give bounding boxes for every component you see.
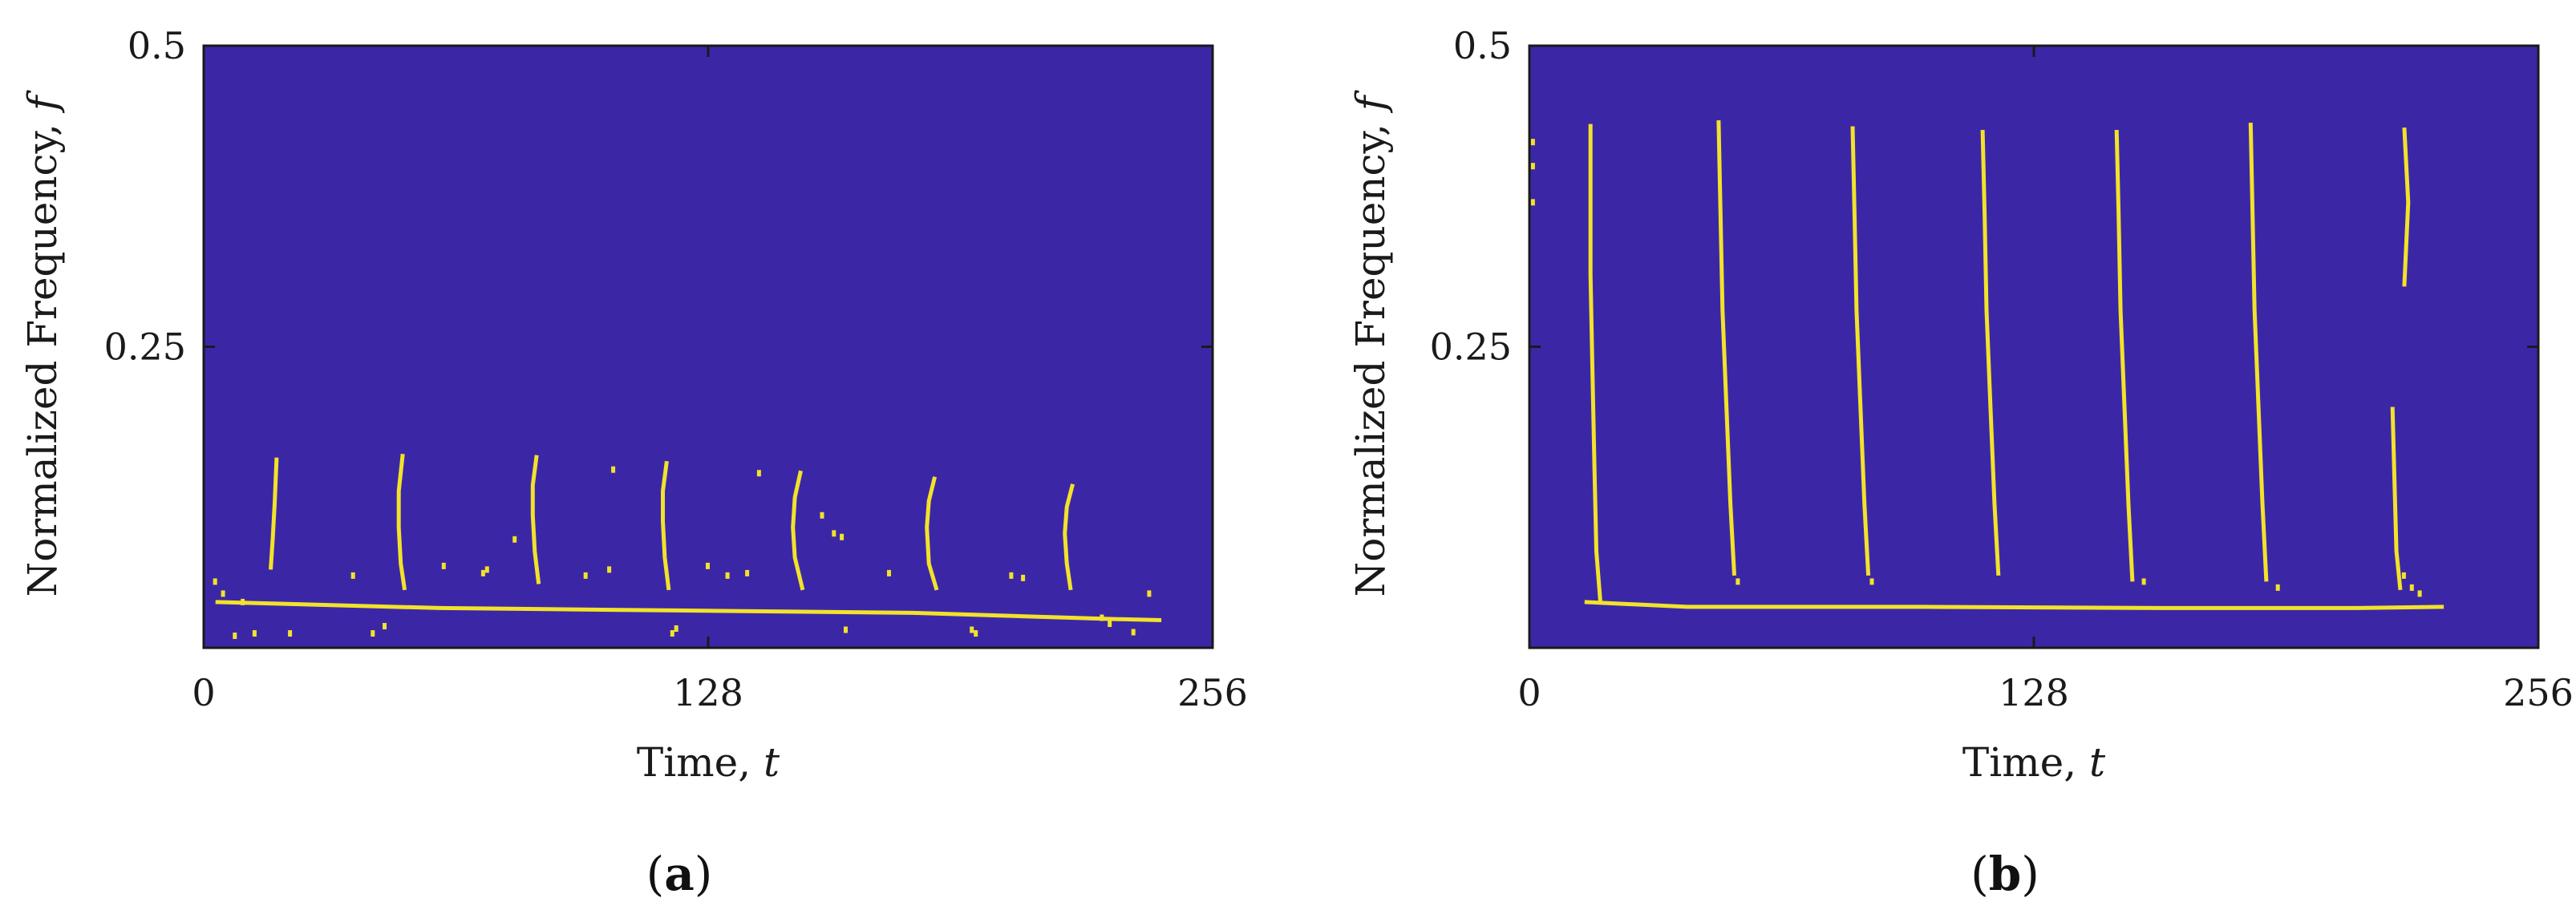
speckle-point-a-19	[756, 470, 761, 477]
speckle-point-a-23	[832, 530, 836, 537]
y-axis-label-a: Normalized Frequency, f	[19, 90, 66, 596]
ridge-line-b-2	[1716, 120, 1736, 576]
ridge-line-b-4	[1980, 130, 2001, 576]
speckle-point-a-31	[1100, 614, 1104, 621]
ridge-line-a-1	[269, 457, 279, 570]
speckle-point-b-2	[1530, 199, 1535, 206]
speckle-point-a-27	[970, 626, 974, 633]
speckle-point-a-20	[670, 630, 674, 637]
speckle-point-a-33	[1131, 629, 1136, 636]
x-axis-label-b: Time, t	[1962, 739, 2106, 786]
x-tick-label-b-2: 256	[2503, 671, 2574, 714]
speckle-point-a-7	[371, 630, 375, 637]
ridge-line-a-3	[530, 455, 541, 584]
ridge-line-a-2	[396, 453, 407, 591]
speckle-point-a-2	[241, 598, 245, 605]
speckle-point-a-14	[607, 566, 612, 573]
speckle-point-a-4	[252, 630, 257, 637]
speckle-point-a-28	[974, 630, 978, 637]
speckle-point-a-29	[1009, 572, 1014, 579]
speckle-point-b-0	[1530, 139, 1535, 146]
speckle-point-a-25	[844, 626, 848, 633]
speckle-point-a-9	[441, 562, 446, 569]
speckle-point-a-6	[350, 572, 355, 579]
speckle-point-a-34	[1147, 590, 1152, 597]
axis-ticks-b: 0 128 256 0.25 0.5	[1430, 24, 2574, 714]
speckle-point-a-15	[611, 466, 616, 473]
ridge-line-a-4	[661, 460, 671, 591]
panel-label-a: (a)	[646, 847, 713, 901]
ridge-line-a-6	[925, 476, 939, 591]
y-tick-label-b-0: 0.25	[1430, 326, 1512, 369]
x-tick-label-a-0: 0	[192, 671, 215, 714]
speckle-point-a-5	[288, 630, 293, 637]
speckle-point-a-12	[512, 536, 517, 543]
speckle-point-a-17	[725, 572, 730, 579]
speckle-point-a-3	[233, 633, 237, 639]
speckle-point-b-9	[1736, 578, 1740, 585]
ridge-line-b-1	[1588, 123, 1602, 603]
speckle-point-b-5	[2417, 590, 2422, 597]
speckle-point-a-32	[1108, 621, 1112, 627]
speckle-point-a-30	[1021, 574, 1026, 581]
ridge-line-b-8	[2402, 127, 2411, 287]
panel-label-b: (b)	[1970, 847, 2039, 901]
speckle-point-b-6	[2141, 578, 2146, 585]
speckle-point-a-24	[840, 533, 844, 540]
y-tick-label-a-0: 0.25	[104, 326, 186, 369]
speckle-point-a-1	[221, 590, 225, 597]
speckle-point-b-4	[2409, 584, 2414, 591]
speckle-point-b-7	[2275, 584, 2280, 591]
ridge-line-b-0	[1584, 600, 2444, 610]
chart-panel-a: 0 128 256 0.25 0.5 Time, t Normalized Freque…	[19, 24, 1248, 901]
x-tick-label-b-1: 128	[1999, 671, 2069, 714]
y-tick-label-a-1: 0.5	[128, 24, 186, 67]
plot-area-b	[1529, 46, 2538, 648]
speckle-point-a-26	[887, 569, 891, 576]
y-tick-label-b-1: 0.5	[1453, 24, 1512, 67]
axis-ticks-a: 0 128 256 0.25 0.5	[104, 24, 1248, 714]
speckle-point-a-0	[213, 578, 217, 585]
speckle-point-a-18	[745, 569, 750, 576]
ridge-line-a-0	[215, 600, 1162, 622]
plot-area-a	[204, 46, 1213, 648]
speckle-point-a-13	[583, 572, 588, 579]
ridge-marks-a	[213, 453, 1162, 639]
x-axis-label-a: Time, t	[637, 739, 780, 786]
ridge-marks-b	[1530, 120, 2444, 610]
chart-panel-b: 0 128 256 0.25 0.5 Time, t Normalized Freque…	[1347, 24, 2574, 901]
speckle-point-a-10	[480, 569, 485, 576]
x-tick-label-a-1: 128	[673, 671, 743, 714]
speckle-point-a-21	[674, 625, 678, 632]
speckle-point-b-3	[2401, 572, 2406, 579]
speckle-point-a-22	[820, 512, 824, 519]
y-axis-label-b: Normalized Frequency, f	[1347, 90, 1394, 596]
ridge-line-a-7	[1063, 483, 1075, 591]
speckle-point-b-8	[1869, 578, 1874, 585]
x-tick-label-a-2: 256	[1177, 671, 1248, 714]
ridge-line-b-6	[2248, 123, 2269, 582]
ridge-line-b-3	[1850, 126, 1871, 576]
speckle-point-b-1	[1530, 163, 1535, 170]
ridge-line-b-7	[2390, 406, 2403, 591]
speckle-point-a-16	[706, 562, 710, 569]
ridge-line-b-5	[2114, 130, 2135, 582]
x-tick-label-b-0: 0	[1517, 671, 1541, 714]
speckle-point-a-11	[484, 566, 489, 573]
speckle-point-a-8	[383, 623, 387, 629]
ridge-line-a-5	[791, 470, 805, 591]
